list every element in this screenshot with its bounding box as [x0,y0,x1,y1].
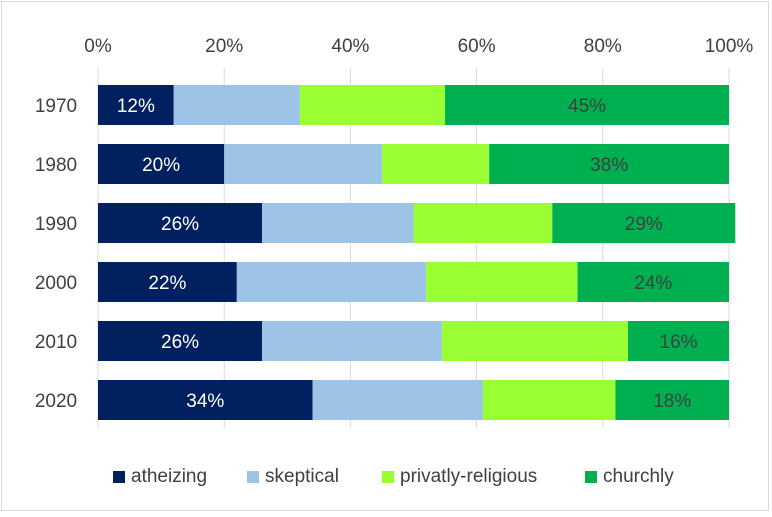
legend-label: skeptical [265,466,339,487]
data-label: 26% [161,214,199,235]
legend-swatch-skeptical [247,471,259,483]
legend-swatch-atheizing [113,471,125,483]
bar-segment-privatly-religious [426,262,578,302]
data-label: 18% [653,391,691,412]
bar-segment-atheizing [98,321,263,361]
bar-segment-skeptical [312,380,483,420]
data-label: 12% [117,96,155,117]
legend-label: privatly-religious [400,466,537,487]
x-tick-label: 20% [205,36,243,57]
x-tick-label: 0% [84,36,112,57]
legend-label: atheizing [131,466,207,487]
bar-segment-privatly-religious [482,380,616,420]
data-label: 26% [161,332,199,353]
data-label: 22% [148,273,186,294]
data-label: 38% [590,155,628,176]
bar-segment-skeptical [262,321,442,361]
bar-segment-skeptical [224,144,382,184]
bar-segment-privatly-religious [441,321,629,361]
legend-swatch-privatly-religious [382,471,394,483]
bar-segment-privatly-religious [381,144,490,184]
bar-segment-atheizing [98,203,263,243]
x-tick-label: 80% [584,36,622,57]
category-label: 2020 [35,391,77,412]
category-label: 1990 [35,214,77,235]
bar-segment-skeptical [236,262,427,302]
y-axis-categories: 1970 1980 1990 2000 2010 2020 [35,96,77,412]
bar-segment-atheizing [98,380,313,420]
bar-segment-churchly [615,380,729,420]
x-tick-label: 60% [458,36,496,57]
bar-segment-churchly [577,262,729,302]
category-label: 1970 [35,96,77,117]
legend-swatch-churchly [585,471,597,483]
x-axis-ticks: 0% 20% 40% 60% 80% 100% [84,36,753,57]
data-label: 34% [186,391,224,412]
data-label: 45% [568,96,606,117]
data-label: 20% [142,155,180,176]
bar-segment-skeptical [262,203,414,243]
data-label: 29% [625,214,663,235]
category-label: 2000 [35,273,77,294]
bar-segment-skeptical [173,85,300,125]
x-tick-label: 40% [331,36,369,57]
bar-segment-churchly [552,203,736,243]
category-label: 1980 [35,155,77,176]
bar-segment-atheizing [98,144,225,184]
bar-segment-atheizing [98,85,174,125]
bar-segment-churchly [628,321,729,361]
legend-label: churchly [603,466,674,487]
data-label: 16% [660,332,698,353]
bars: 12% 45% 20% 38% 26% 29% 22% 24% 26% 16% 34% 18% [98,85,736,420]
gridlines [97,68,730,428]
x-tick-label: 100% [705,36,754,57]
data-label: 24% [634,273,672,294]
bar-segment-privatly-religious [413,203,553,243]
category-label: 2010 [35,332,77,353]
legend: atheizing skeptical privatly-religious chur… [113,466,674,487]
bar-segment-churchly [489,144,729,184]
bar-segment-atheizing [98,262,237,302]
bar-segment-privatly-religious [299,85,446,125]
bar-segment-churchly [445,85,729,125]
